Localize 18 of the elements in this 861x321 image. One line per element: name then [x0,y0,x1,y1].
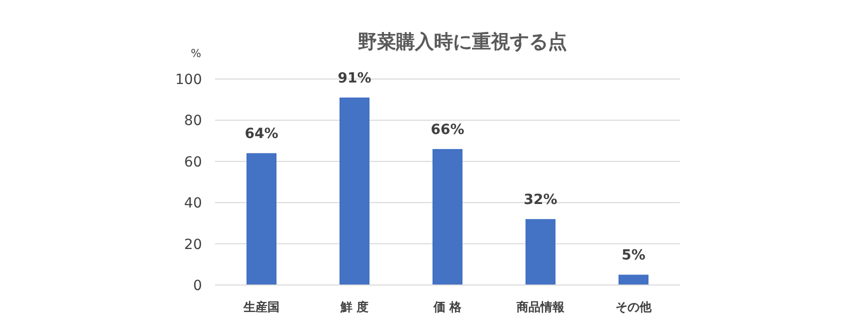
data-label: 32% [524,192,558,208]
y-tick-label: 40 [184,196,202,212]
y-tick-label: 80 [184,113,202,130]
y-tick-label: 60 [184,154,202,170]
x-tick-label: 価 格 [432,300,463,314]
y-tick-label: 100 [175,72,202,88]
y-tick-label: 0 [193,278,202,294]
data-label: 5% [622,248,646,264]
y-tick-label: 20 [184,236,202,253]
x-tick-label: 鮮 度 [339,300,369,314]
x-tick-label: 生産国 [242,300,280,314]
y-axis-title: % [190,47,202,60]
chart-title: 野菜購入時に重視する点 [358,31,567,53]
x-tick-label: その他 [616,300,652,314]
data-label: 64% [244,126,278,142]
data-label: 91% [338,70,372,87]
x-tick-label: 商品情報 [516,300,566,314]
data-label: 66% [430,122,464,138]
